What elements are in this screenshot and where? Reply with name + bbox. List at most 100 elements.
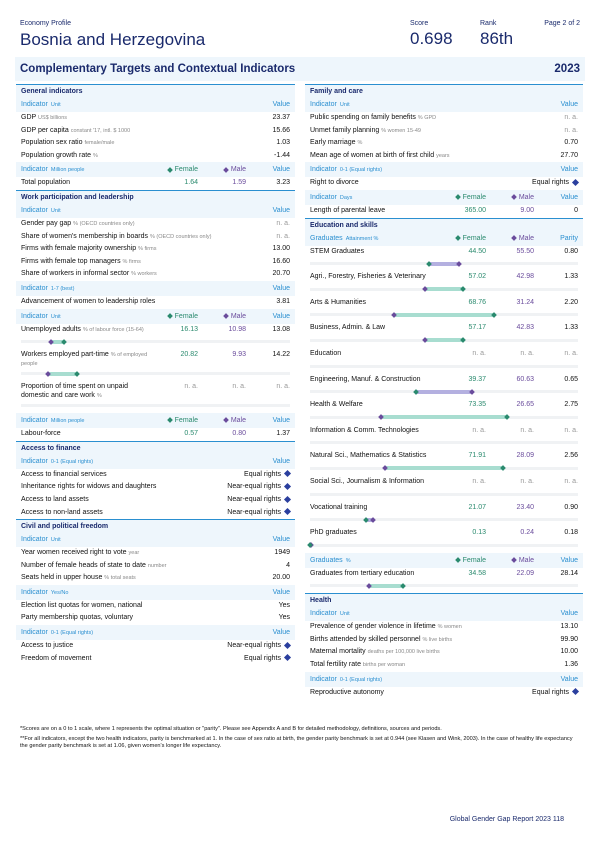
section: Education and skills Graduates Attainment … xyxy=(305,217,583,591)
gender-gap-bar xyxy=(310,464,578,473)
table-row: Population growth rate % -1.44 xyxy=(16,150,295,163)
column-header: Value xyxy=(246,166,290,173)
section: Access to finance Indicator 0-1 (Equal rig… xyxy=(16,440,295,520)
header-label: Indicator Million people xyxy=(21,166,150,173)
indicator-name: Firms with female majority ownership xyxy=(21,245,137,253)
indicator-label: Births attended by skilled personnel % l… xyxy=(310,636,534,645)
column-header-text: Female xyxy=(462,193,486,201)
indicator-unit: years xyxy=(436,152,450,159)
indicator-unit: US$ billions xyxy=(38,115,68,121)
rights-diamond-icon xyxy=(283,641,292,649)
footnote: *Scores are on a 0 to 1 scale, where 1 r… xyxy=(20,726,442,732)
column-header: Male xyxy=(486,235,534,242)
male-value: n. a. xyxy=(520,477,534,485)
table-row: Access to non-land assets Near-equal righ… xyxy=(16,507,295,520)
indicator-name: Labour-force xyxy=(21,430,61,438)
gender-gap-bar xyxy=(310,515,578,524)
column-header: Value xyxy=(246,536,290,543)
header-label-text: Indicator xyxy=(21,284,48,292)
indicator-label: Right to divorce xyxy=(310,179,532,188)
column-header-text: Value xyxy=(560,101,578,108)
column-header: Value xyxy=(246,285,290,292)
table-row: Graduates from tertiary education 34.58 22… xyxy=(305,568,583,581)
section-title: Work participation and leadership xyxy=(16,190,295,203)
female-value: 0.57 xyxy=(184,430,198,438)
left-column: General indicators Indicator Unit Value GDP … xyxy=(16,84,295,665)
indicator-label: Vocational training xyxy=(310,504,438,513)
indicator-value: n. a. xyxy=(276,383,290,391)
male-value: 10.98 xyxy=(228,325,246,333)
indicator-label: Reproductive autonomy xyxy=(310,689,532,698)
rights-text: Equal rights xyxy=(532,688,569,696)
header-unit: % xyxy=(345,557,351,564)
table-row: Length of parental leave 365.00 9.00 0 xyxy=(305,205,583,218)
indicator-unit: % (OECD countries only) xyxy=(149,233,212,240)
gender-gap-bar xyxy=(310,310,578,319)
column-header-text: Male xyxy=(230,312,246,320)
table-row: Engineering, Manuf. & Construction 39.37 6… xyxy=(305,374,583,387)
male-value: 55.50 xyxy=(516,247,534,255)
male-value: 60.63 xyxy=(516,375,534,383)
indicator-name: Agri., Forestry, Fisheries & Veterinary xyxy=(310,273,426,281)
female-diamond-icon xyxy=(166,417,173,424)
indicator-name: Mean age of women at birth of first chil… xyxy=(310,151,435,159)
female-value: 39.37 xyxy=(468,375,486,383)
indicator-unit: % (OECD countries only) xyxy=(73,220,135,227)
indicator-name: Population sex ratio xyxy=(21,139,83,147)
table-row: Inheritance rights for widows and daught… xyxy=(16,481,295,494)
header-unit: Unit xyxy=(50,207,61,214)
gender-gap-bar xyxy=(21,337,290,346)
indicator-name: Number of female heads of state to date xyxy=(21,561,146,569)
column-header-text: Value xyxy=(272,312,290,320)
column-header: Parity xyxy=(534,235,578,242)
indicator-header: Indicator Unit Female Male Value xyxy=(16,308,295,324)
table-row: Number of female heads of state to date … xyxy=(16,560,295,573)
indicator-label: Year women received right to vote year xyxy=(21,549,246,558)
column-header: Value xyxy=(246,101,290,108)
column-header-text: Value xyxy=(272,101,290,108)
indicator-header: Indicator Yes/No Value xyxy=(16,584,295,600)
section-title: General indicators xyxy=(16,85,295,97)
column-header: Male xyxy=(486,194,534,201)
indicator-label: Education xyxy=(310,350,438,359)
column-header-text: Value xyxy=(272,457,290,465)
indicator-label: Gender pay gap % (OECD countries only) xyxy=(21,220,246,229)
indicator-value: 13.10 xyxy=(560,623,578,631)
column-header-text: Male xyxy=(518,234,534,242)
male-diamond-icon xyxy=(222,166,229,173)
indicator-label: Prevalence of gender violence in lifetim… xyxy=(310,623,534,632)
indicator-name: Access to land assets xyxy=(21,495,89,503)
indicator-name: Share of women's membership in boards xyxy=(21,232,149,240)
indicator-label: Advancement of women to leadership roles xyxy=(21,298,246,307)
footnote: **For all indicators, except the two hea… xyxy=(20,736,573,749)
header-label: Indicator Unit xyxy=(21,313,150,320)
header-label-text: Indicator xyxy=(21,101,48,108)
indicator-name: Firms with female top managers xyxy=(21,257,121,265)
table-row: Election list quotas for women, national… xyxy=(16,600,295,613)
gender-gap-bar xyxy=(310,490,578,499)
indicator-name: Total population xyxy=(21,179,71,187)
indicator-header: Indicator 0-1 (Equal rights) Value xyxy=(16,625,295,641)
header-unit: Unit xyxy=(50,102,61,108)
indicator-name: Social Sci., Journalism & Information xyxy=(310,477,424,485)
indicator-header: Indicator Million people Female Male Value xyxy=(16,413,295,429)
section-title: Family and care xyxy=(305,85,583,97)
indicator-header: Indicator Unit Value xyxy=(16,532,295,548)
indicator-value: 0.70 xyxy=(564,139,578,147)
indicator-name: Right to divorce xyxy=(310,179,359,187)
header-label-text: Indicator xyxy=(310,610,337,618)
indicator-header: Indicator 1-7 (best) Value xyxy=(16,280,295,296)
table-row: Proportion of time spent on unpaid domes… xyxy=(16,381,295,400)
male-diamond-icon xyxy=(510,557,517,563)
indicator-value: 1.03 xyxy=(276,139,290,147)
indicator-value: n. a. xyxy=(564,114,578,121)
column-header-text: Male xyxy=(518,193,534,201)
male-value: 0.24 xyxy=(520,529,534,537)
rights-value: Near-equal rights xyxy=(227,508,292,516)
gender-gap-bar xyxy=(310,285,578,294)
column-header-text: Female xyxy=(462,234,486,242)
header-unit: Yes/No xyxy=(50,589,69,596)
table-row: Natural Sci., Mathematics & Statistics 71… xyxy=(305,450,583,463)
indicator-value: 1.37 xyxy=(276,430,290,438)
indicator-name: Length of parental leave xyxy=(310,206,386,214)
